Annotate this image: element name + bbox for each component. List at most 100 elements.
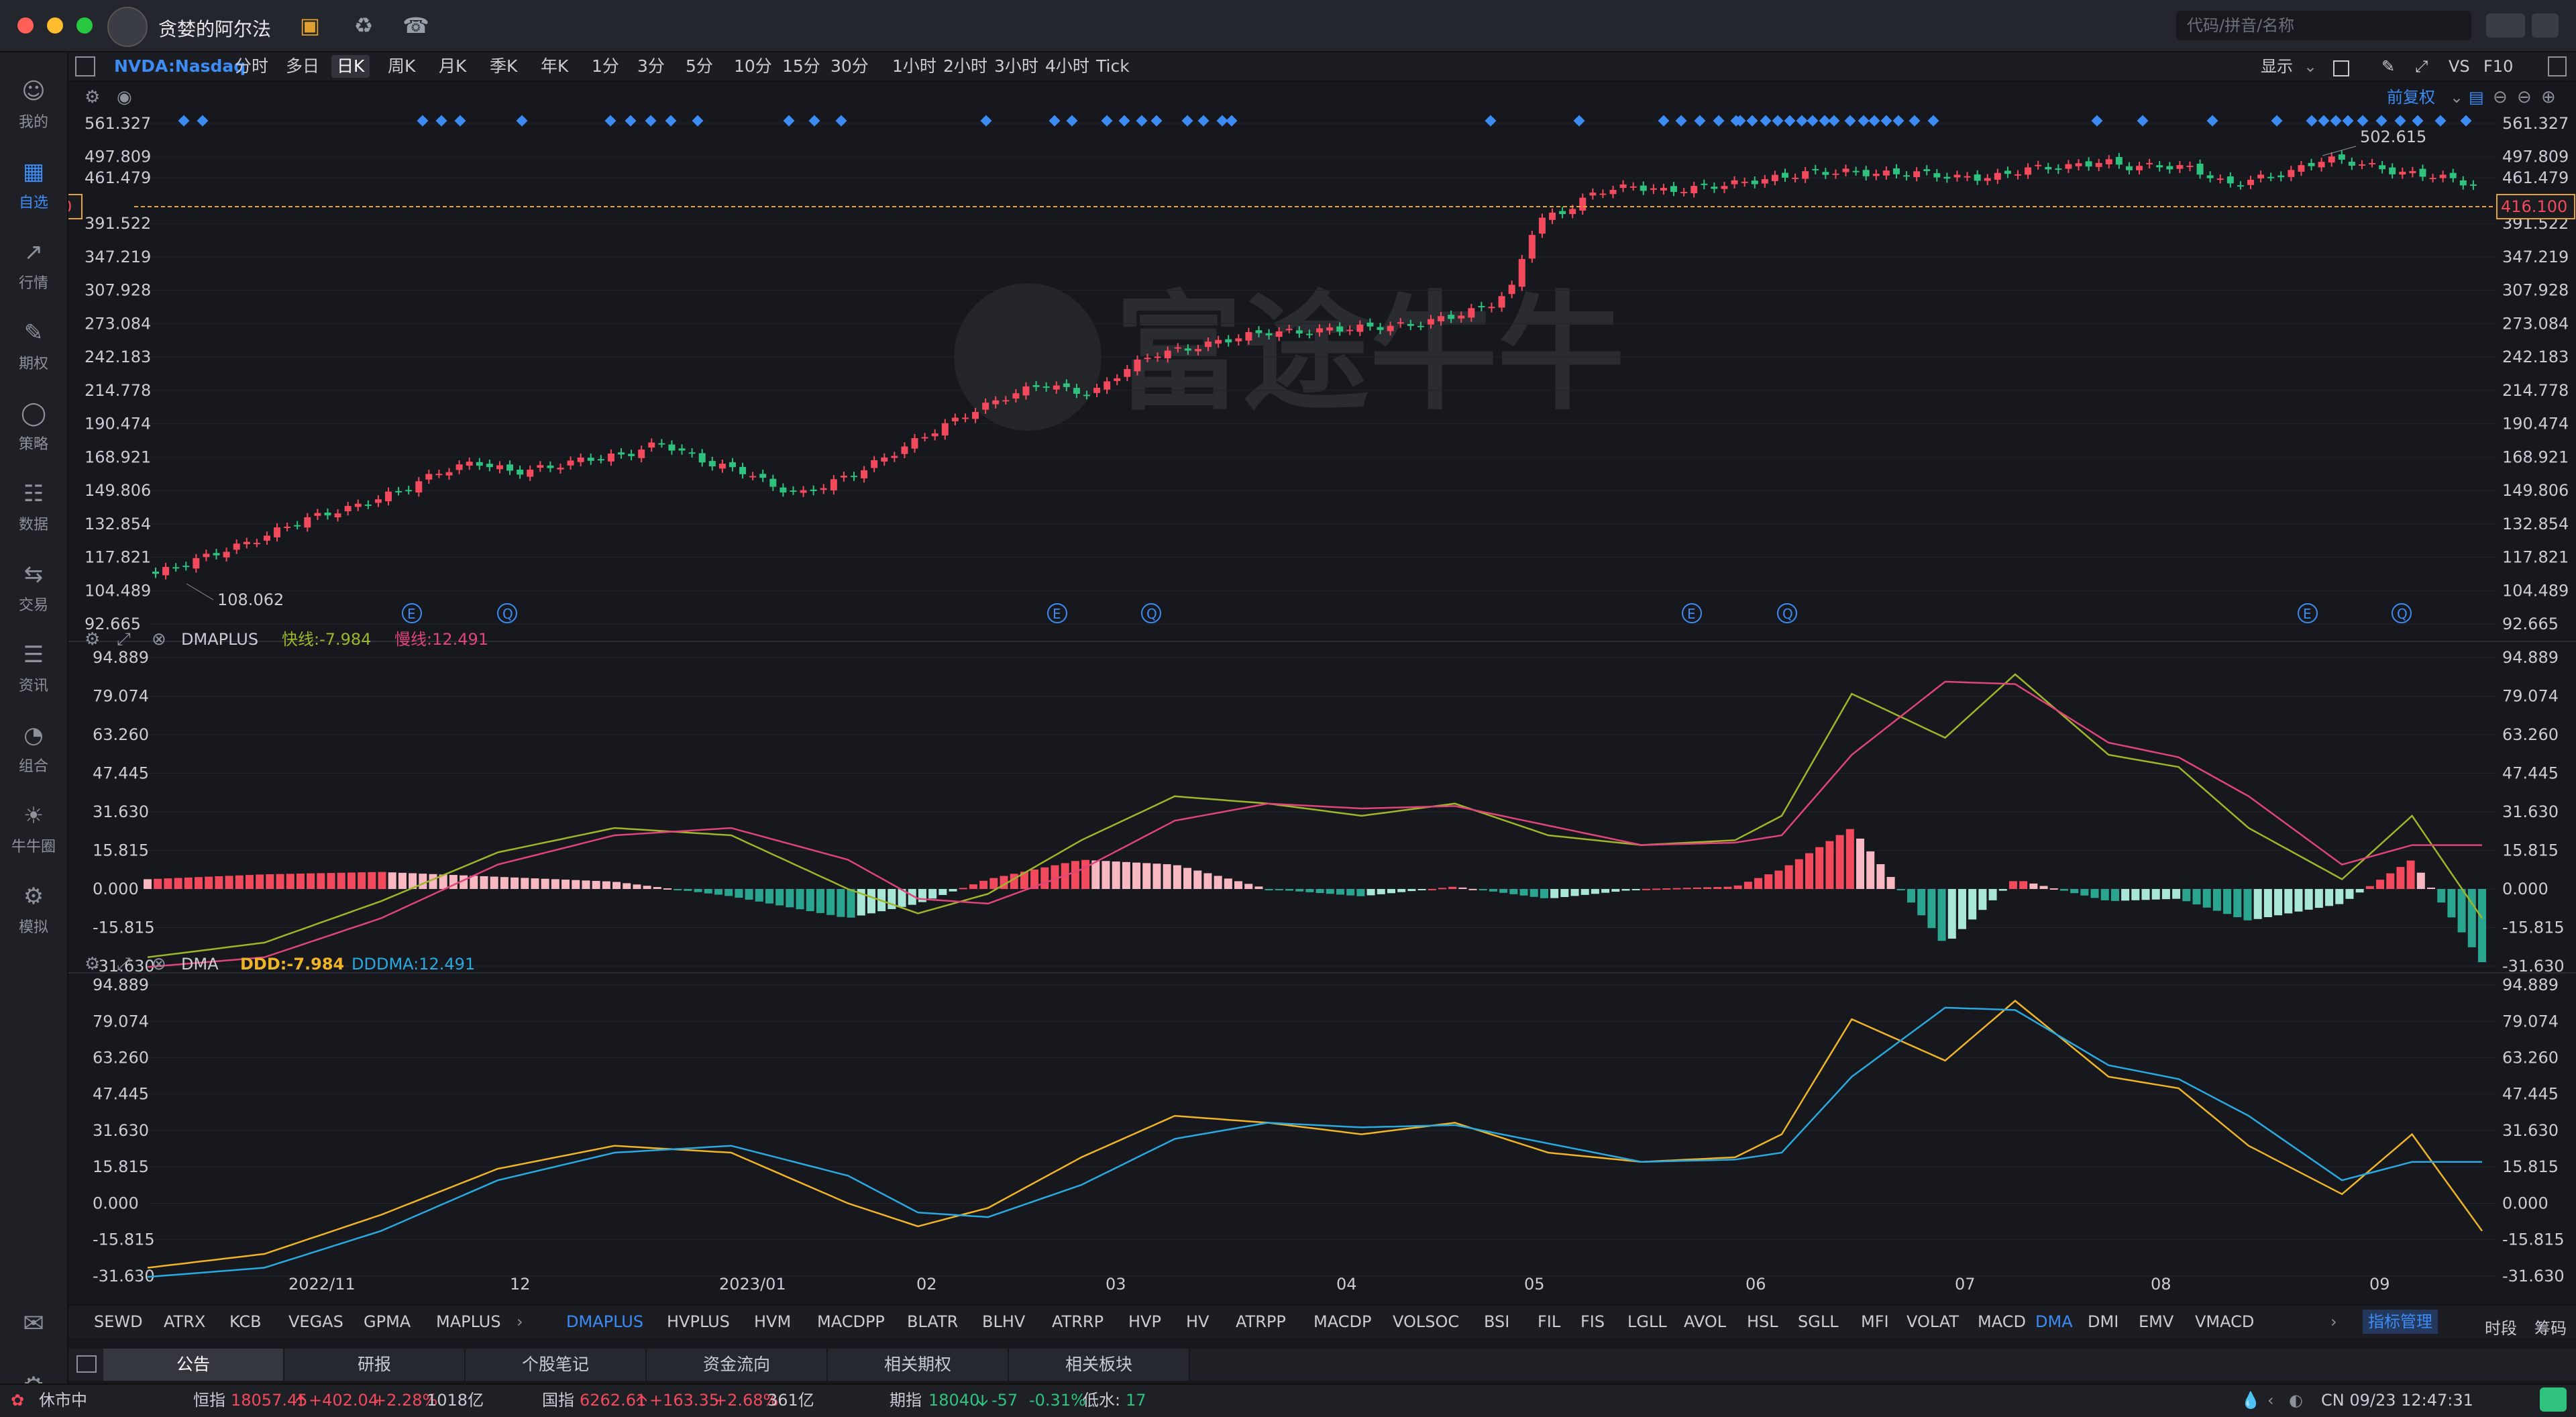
cn-name[interactable]: 国指	[542, 1391, 574, 1410]
indicator-emv[interactable]: EMV	[2139, 1312, 2174, 1331]
indicator-macdpp[interactable]: MACDPP	[817, 1312, 885, 1331]
indicator-macdp[interactable]: MACDP	[1313, 1312, 1372, 1331]
tab-research[interactable]: 研报	[284, 1349, 466, 1381]
checkbox-icon[interactable]	[2333, 60, 2349, 76]
dma-ddd-label[interactable]: DDD:-7.984	[240, 955, 345, 974]
chevron-right-icon[interactable]: ›	[517, 1312, 523, 1331]
indicator-vmacd[interactable]: VMACD	[2195, 1312, 2255, 1331]
layout-menu-button[interactable]	[2532, 13, 2559, 38]
indicator-manage-button[interactable]: 指标管理	[2363, 1310, 2438, 1334]
tab-timeframe-10[interactable]: 10分	[734, 56, 772, 76]
draw-pen-icon[interactable]: ✎	[2381, 57, 2396, 76]
tab-related-sectors[interactable]: 相关板块	[1009, 1349, 1190, 1381]
zoom-out-icon[interactable]: ⊖	[2493, 87, 2508, 107]
time-share-button[interactable]: 时段	[2485, 1319, 2517, 1338]
display-dropdown[interactable]: 显示	[2261, 57, 2293, 76]
dmaplus-fast-label[interactable]: 快线:-7.984	[282, 630, 372, 649]
indicator-fil[interactable]: FIL	[1538, 1312, 1561, 1331]
sidebar-item-watchlist[interactable]: ▦ 自选	[18, 158, 48, 211]
adjust-dropdown[interactable]: 前复权	[2387, 88, 2435, 107]
tab-announcements[interactable]: 公告	[103, 1349, 284, 1381]
zoom-reset-icon[interactable]: ⊖	[2517, 87, 2532, 107]
tab-timeframe-6[interactable]: 年K	[541, 56, 569, 76]
collapse-panel-icon[interactable]	[76, 1355, 97, 1373]
main-pane-layers-icon[interactable]: ◉	[117, 87, 132, 107]
indicator-kcb[interactable]: KCB	[229, 1312, 262, 1331]
tab-timeframe-5[interactable]: 季K	[490, 56, 518, 76]
tab-timeframe-8[interactable]: 3分	[637, 56, 665, 76]
lock-icon[interactable]: ▣	[299, 13, 321, 38]
sidebar-item-simulate[interactable]: ⚙ 模拟	[18, 883, 48, 936]
right-panel-toggle-icon[interactable]	[2548, 56, 2567, 76]
dma-settings-icon[interactable]: ⚙	[85, 954, 101, 974]
tab-timeframe-2[interactable]: 日K	[331, 55, 370, 78]
tab-timeframe-0[interactable]: 分时	[235, 56, 269, 76]
indicator-macd[interactable]: MACD	[1978, 1312, 2026, 1331]
water-drop-icon[interactable]: 💧	[2241, 1391, 2261, 1410]
indicator-hsl[interactable]: HSL	[1747, 1312, 1778, 1331]
vs-button[interactable]: VS	[2449, 57, 2470, 76]
sidebar-item-options[interactable]: ✎ 期权	[18, 319, 48, 372]
globe-icon[interactable]: ◐	[2289, 1391, 2303, 1410]
tab-timeframe-16[interactable]: 4小时	[1045, 56, 1089, 76]
tab-timeframe-9[interactable]: 5分	[686, 56, 713, 76]
f10-button[interactable]: F10	[2483, 57, 2514, 76]
fullscreen-icon[interactable]: ⤢	[2415, 57, 2428, 76]
sidebar-item-portfolio[interactable]: ◔ 组合	[18, 722, 48, 775]
zoom-in-icon[interactable]: ⊕	[2541, 87, 2556, 107]
sidebar-item-market[interactable]: ↗ 行情	[18, 239, 48, 292]
indicator-dmi[interactable]: DMI	[2088, 1312, 2119, 1331]
tab-notes[interactable]: 个股笔记	[466, 1349, 647, 1381]
tab-timeframe-15[interactable]: 3小时	[994, 56, 1038, 76]
dmaplus-name[interactable]: DMAPLUS	[181, 630, 259, 649]
bell-icon[interactable]: ♻	[354, 13, 374, 38]
chip-distribution-button[interactable]: 筹码	[2534, 1319, 2567, 1338]
tab-timeframe-1[interactable]: 多日	[286, 56, 320, 76]
maximize-window-button[interactable]	[76, 17, 93, 34]
dma-name[interactable]: DMA	[181, 955, 219, 974]
indicator-fis[interactable]: FIS	[1580, 1312, 1605, 1331]
dmaplus-settings-icon[interactable]: ⚙	[85, 629, 101, 649]
indicator-hvp[interactable]: HVP	[1128, 1312, 1161, 1331]
tab-timeframe-12[interactable]: 30分	[830, 56, 869, 76]
fut-name[interactable]: 期指	[890, 1391, 922, 1410]
indicator-blhv[interactable]: BLHV	[982, 1312, 1026, 1331]
sidebar-item-community[interactable]: ☀ 牛牛圈	[11, 802, 56, 855]
tab-timeframe-11[interactable]: 15分	[782, 56, 820, 76]
indicator-bsi[interactable]: BSI	[1484, 1312, 1510, 1331]
sidebar-item-mine[interactable]: ☺ 我的	[18, 78, 48, 131]
indicator-dma[interactable]: DMA	[2035, 1312, 2073, 1331]
tab-capital-flow[interactable]: 资金流向	[647, 1349, 828, 1381]
indicator-hvm[interactable]: HVM	[754, 1312, 792, 1331]
skin-menu-button[interactable]	[2486, 13, 2525, 38]
minimize-window-button[interactable]	[47, 17, 63, 34]
user-avatar[interactable]	[107, 7, 148, 47]
indicator-hvplus[interactable]: HVPLUS	[667, 1312, 730, 1331]
tab-timeframe-13[interactable]: 1小时	[892, 56, 936, 76]
sidebar-item-data[interactable]: ☷ 数据	[18, 480, 48, 533]
chevron-right-icon[interactable]: ›	[2330, 1312, 2337, 1331]
hsi-name[interactable]: 恒指	[193, 1391, 225, 1410]
indicator-dmaplus[interactable]: DMAPLUS	[566, 1312, 644, 1331]
indicator-atrx[interactable]: ATRX	[164, 1312, 206, 1331]
chart-canvas[interactable]: 富途牛牛 561.327 561.327 497.809 497.809 461.479 4…	[68, 82, 2576, 1304]
indicator-vegas[interactable]: VEGAS	[288, 1312, 343, 1331]
indicator-sgll[interactable]: SGLL	[1798, 1312, 1839, 1331]
close-window-button[interactable]	[17, 17, 34, 34]
chart-type-icon[interactable]: ▤	[2469, 88, 2484, 107]
dma-close-icon[interactable]: ⊗	[152, 954, 166, 974]
tab-timeframe-14[interactable]: 2小时	[943, 56, 987, 76]
indicator-blatr[interactable]: BLATR	[907, 1312, 959, 1331]
chat-icon[interactable]: ✉	[23, 1308, 44, 1338]
dmaplus-slow-label[interactable]: 慢线:12.491	[394, 630, 489, 649]
headset-icon[interactable]: ☎	[402, 13, 429, 38]
dma-expand-icon[interactable]: ⤢	[117, 954, 131, 974]
indicator-atrpp[interactable]: ATRPP	[1236, 1312, 1286, 1331]
tab-timeframe-4[interactable]: 月K	[439, 56, 467, 76]
search-input[interactable]: 代码/拼音/名称	[2176, 11, 2471, 40]
dmaplus-expand-icon[interactable]: ⤢	[117, 629, 131, 649]
sidebar-item-strategy[interactable]: ◯ 策略	[18, 400, 48, 453]
dmaplus-close-icon[interactable]: ⊗	[152, 629, 166, 649]
tab-related-options[interactable]: 相关期权	[828, 1349, 1009, 1381]
sidebar-item-news[interactable]: ☰ 资讯	[18, 641, 48, 694]
